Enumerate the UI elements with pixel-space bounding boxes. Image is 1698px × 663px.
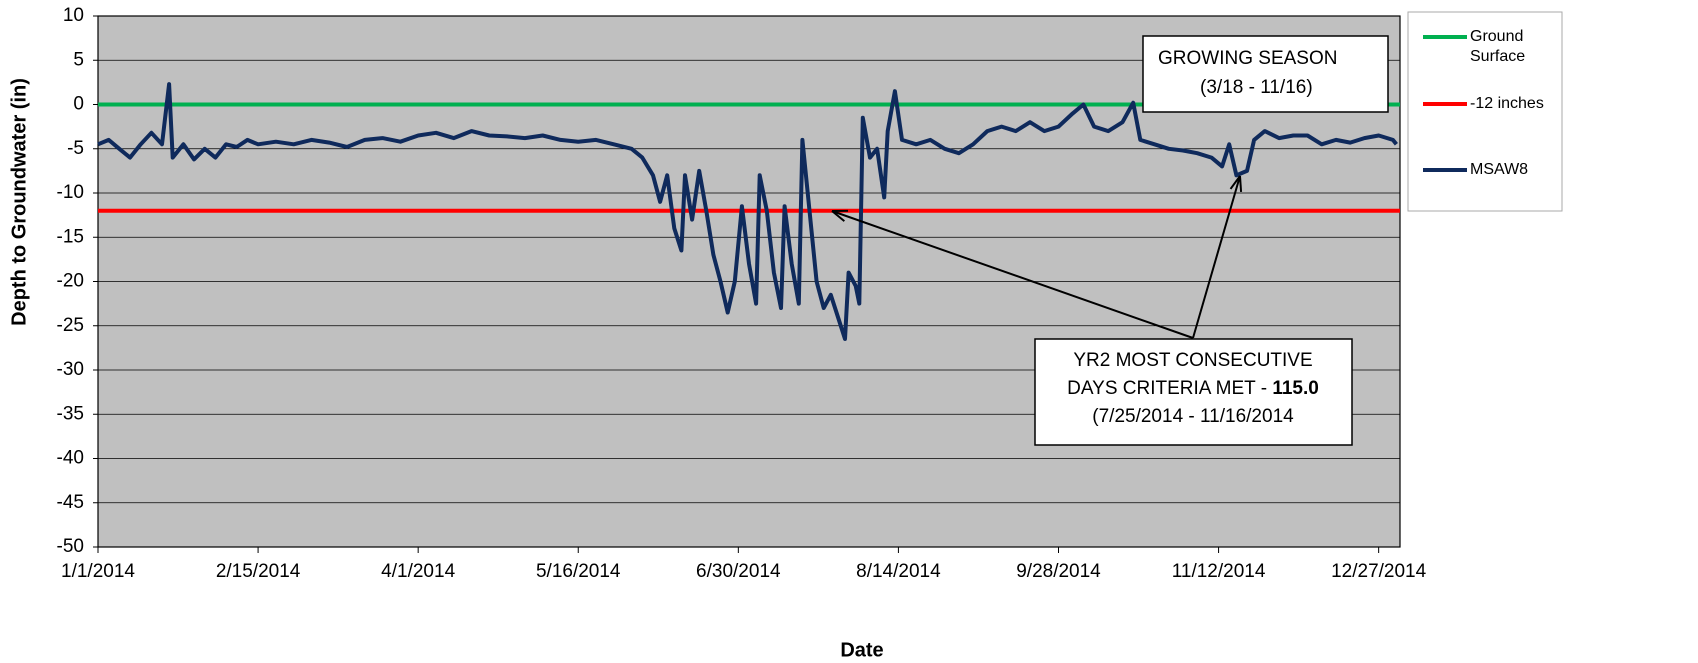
y-tick-label: -5 [67, 138, 84, 159]
y-tick-label: -50 [57, 536, 84, 557]
arrow-head [1239, 175, 1243, 193]
annotation-box [1034, 338, 1353, 446]
annotation-text: (7/25/2014 - 11/16/2014 [1092, 406, 1294, 427]
x-tick-label: 9/28/2014 [1016, 561, 1101, 582]
legend-label: Ground Surface [1470, 28, 1525, 65]
y-tick-label: -10 [57, 182, 84, 203]
y-tick-label: 0 [73, 94, 84, 115]
x-tick-label: 8/14/2014 [856, 561, 941, 582]
x-tick-label: 4/1/2014 [381, 561, 455, 582]
x-axis-label: Date [840, 639, 883, 661]
arrow [831, 210, 1194, 339]
y-tick-label: -30 [57, 359, 84, 380]
annotation-text: DAYS CRITERIA MET - [1067, 378, 1272, 399]
x-tick-label: 5/16/2014 [536, 561, 621, 582]
y-tick-label: -35 [57, 403, 84, 424]
annotation-value: 115.0 [1272, 378, 1319, 399]
annotation-text: YR2 MOST CONSECUTIVE [1073, 350, 1312, 371]
legend-box [1407, 11, 1563, 212]
y-tick-label: -45 [57, 492, 84, 513]
arrow-head [831, 210, 845, 222]
y-tick-label: 10 [63, 5, 84, 26]
y-axis-label: Depth to Groundwater (in) [8, 78, 30, 326]
arrow [1192, 175, 1241, 339]
arrow-head [1229, 175, 1241, 190]
annotation-text: DAYS CRITERIA MET - 115.0 [1067, 378, 1319, 399]
y-tick-label: -15 [57, 226, 84, 247]
plot-border [97, 15, 1401, 548]
annotation-box [1142, 35, 1389, 113]
x-tick-label: 1/1/2014 [61, 561, 135, 582]
y-tick-label: -25 [57, 315, 84, 336]
line-series [97, 82, 1398, 341]
x-tick-label: 2/15/2014 [216, 561, 301, 582]
legend-label: -12 inches [1470, 95, 1544, 112]
annotation-text: (3/18 - 11/16) [1200, 77, 1313, 98]
x-tick-label: 12/27/2014 [1331, 561, 1427, 582]
x-tick-label: 11/12/2014 [1172, 561, 1266, 582]
legend-label: MSAW8 [1470, 161, 1528, 178]
x-tick-label: 6/30/2014 [696, 561, 781, 582]
y-tick-label: -20 [57, 271, 84, 292]
y-tick-label: 5 [73, 49, 84, 70]
y-tick-label: -40 [57, 448, 84, 469]
annotation-text: GROWING SEASON [1158, 48, 1337, 69]
